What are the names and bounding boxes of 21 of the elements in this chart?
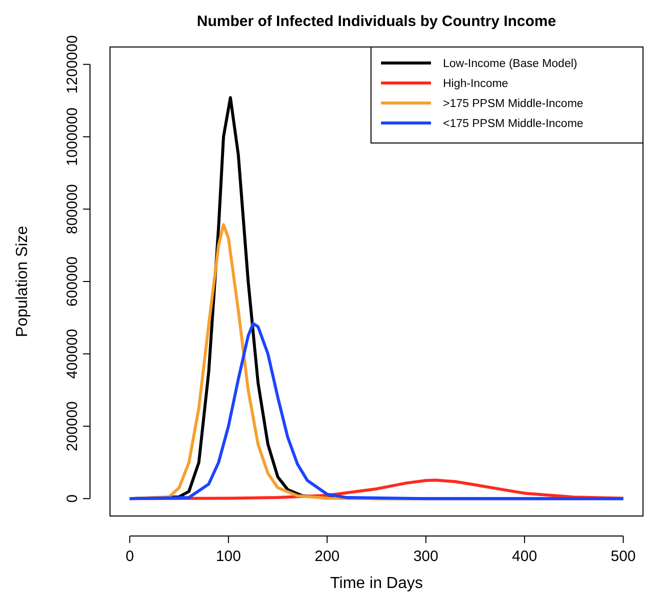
legend-label: Low-Income (Base Model) <box>443 58 578 70</box>
x-tick-label: 0 <box>126 548 134 565</box>
y-tick-label: 600000 <box>64 256 81 307</box>
y-tick-label: 400000 <box>64 328 81 379</box>
x-tick-label: 300 <box>413 548 438 565</box>
y-tick-label: 1200000 <box>64 35 81 94</box>
chart-title: Number of Infected Individuals by Country Income <box>196 13 556 30</box>
y-tick-label: 1000000 <box>64 108 81 166</box>
y-axis-title: Population Size <box>14 226 31 338</box>
legend-label: >175 PPSM Middle-Income <box>443 98 584 110</box>
x-tick-label: 400 <box>512 548 538 565</box>
legend-label: High-Income <box>443 78 508 90</box>
y-tick-label: 200000 <box>64 401 81 452</box>
line-series <box>128 322 625 500</box>
legend-label: <175 PPSM Middle-Income <box>443 118 584 130</box>
y-tick-label: 800000 <box>64 184 81 234</box>
x-tick-label: 200 <box>314 548 340 565</box>
x-axis-title: Time in Days <box>330 575 423 592</box>
x-tick-label: 500 <box>610 548 636 565</box>
y-tick-label: 0 <box>64 494 81 503</box>
x-tick-label: 100 <box>216 548 241 565</box>
